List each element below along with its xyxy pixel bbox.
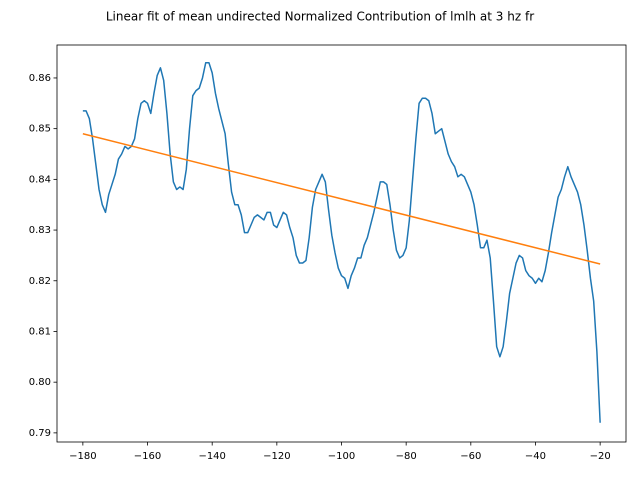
x-tick-label: −160 — [134, 451, 161, 462]
x-tick-label: −40 — [525, 451, 546, 462]
plot-frame — [56, 44, 627, 443]
y-tick-label: 0.80 — [29, 377, 51, 388]
y-tick-label: 0.82 — [29, 276, 51, 287]
x-tick-label: −100 — [328, 451, 355, 462]
y-tick-label: 0.79 — [29, 428, 51, 439]
data-line — [82, 62, 601, 423]
x-tick-label: −20 — [590, 451, 611, 462]
y-tick-label: 0.84 — [29, 174, 51, 185]
y-tick-label: 0.86 — [29, 73, 51, 84]
x-tick-label: −120 — [263, 451, 290, 462]
x-tick-label: −60 — [460, 451, 481, 462]
x-tick-label: −140 — [198, 451, 225, 462]
chart-title: Linear fit of mean undirected Normalized… — [106, 10, 534, 24]
data-line — [82, 133, 601, 265]
y-tick-label: 0.85 — [29, 124, 51, 135]
x-tick-label: −80 — [396, 451, 417, 462]
y-tick-label: 0.81 — [29, 326, 51, 337]
y-tick-label: 0.83 — [29, 225, 51, 236]
x-tick-label: −180 — [69, 451, 96, 462]
